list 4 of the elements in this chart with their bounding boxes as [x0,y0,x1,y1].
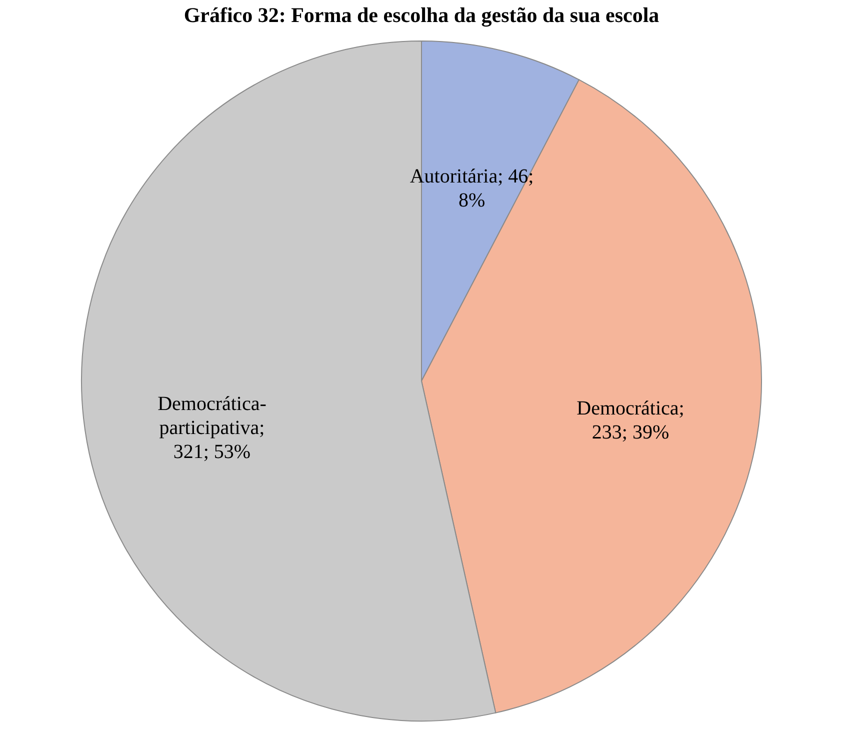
chart-title: Gráfico 32: Forma de escolha da gestão da sua escola [184,3,660,27]
slice-label: Democrática-participativa; 321; 53% [158,393,266,464]
slice-label: Democrática; 233; 39% [576,398,684,444]
slice-label: Autoritária; 46; 8% [410,165,534,212]
